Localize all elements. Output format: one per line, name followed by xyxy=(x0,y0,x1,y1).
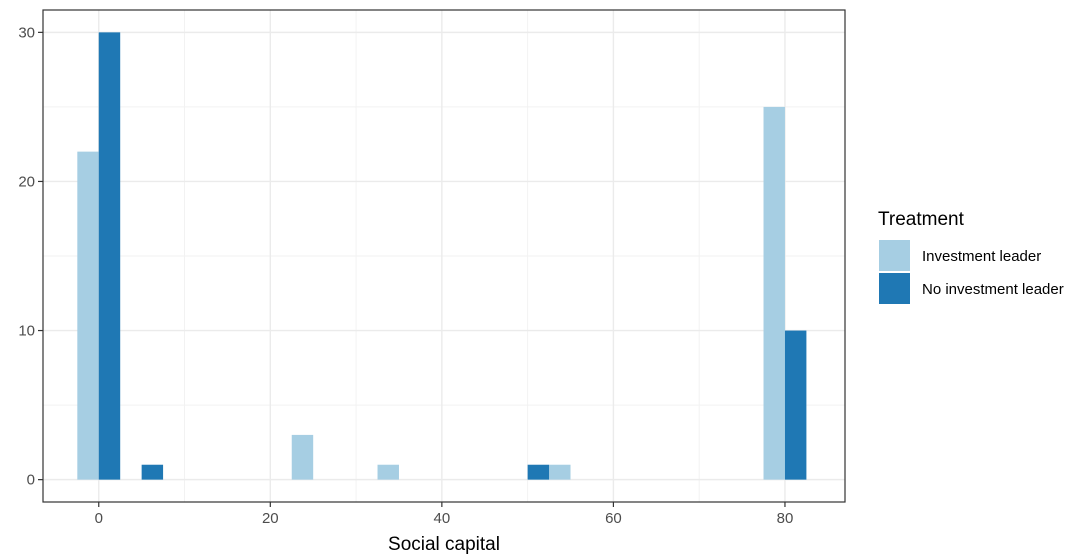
legend-items: Investment leader No investment leader xyxy=(879,240,1064,304)
bars xyxy=(77,32,807,480)
legend-title: Treatment xyxy=(878,209,965,230)
legend: Treatment Investment leader No investment… xyxy=(878,209,1064,304)
x-tick-label: 20 xyxy=(262,510,279,527)
y-tick-label: 0 xyxy=(27,472,35,489)
x-axis-title: Social capital xyxy=(388,534,500,555)
x-tick-label: 40 xyxy=(434,510,451,527)
x-axis: 0 20 40 60 80 xyxy=(95,502,794,527)
panel-border xyxy=(42,9,846,503)
y-tick-label: 20 xyxy=(18,173,35,190)
bar-series-2-4 xyxy=(784,330,807,480)
bar-series-2-1 xyxy=(98,32,121,480)
x-tick-label: 60 xyxy=(605,510,622,527)
major-gridlines xyxy=(43,10,845,502)
legend-label-1: Investment leader xyxy=(922,248,1041,265)
minor-gridlines xyxy=(43,10,845,502)
legend-key-1 xyxy=(879,240,910,271)
bar-series-1-3 xyxy=(377,464,399,480)
x-tick-label: 0 xyxy=(95,510,103,527)
y-tick-label: 30 xyxy=(18,24,35,41)
y-axis: 0 10 20 30 xyxy=(18,24,43,489)
bar-series-1-5 xyxy=(763,106,785,480)
y-tick-label: 10 xyxy=(18,323,35,340)
bar-series-1-2 xyxy=(291,434,314,480)
x-tick-label: 80 xyxy=(777,510,794,527)
bar-series-1-1 xyxy=(77,151,99,480)
bar-series-1-4 xyxy=(549,464,571,480)
legend-key-2 xyxy=(879,273,910,304)
legend-label-2: No investment leader xyxy=(922,281,1064,298)
bar-series-2-3 xyxy=(527,464,550,480)
bar-series-2-2 xyxy=(141,464,164,480)
